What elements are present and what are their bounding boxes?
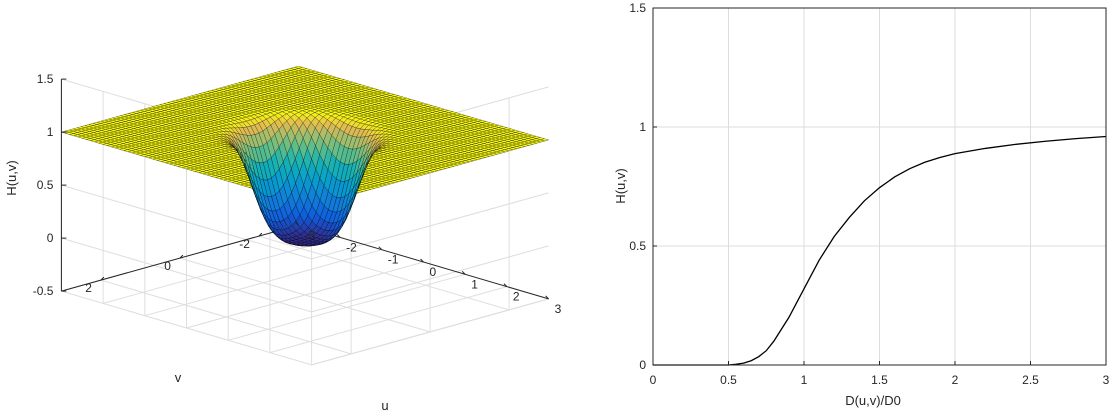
z-tick-label: 0.5	[37, 178, 54, 192]
z-tick-label: -0.5	[33, 284, 54, 298]
x-tick-label: 0	[650, 373, 657, 387]
u-tick-label: 3	[555, 302, 562, 316]
u-tick-mark	[461, 270, 466, 275]
z-tick-label: 1.5	[37, 72, 54, 86]
v-tick-label: -2	[239, 237, 250, 251]
z-axis-label: H(u,v)	[4, 160, 19, 195]
y-tick-label: 0	[639, 358, 646, 372]
u-tick-label: -3	[304, 228, 315, 242]
v-tick-mark	[258, 232, 263, 237]
y-tick-label: 1	[639, 120, 646, 134]
y-tick-label: 0.5	[629, 239, 646, 253]
line-plot-panel: 0 0.5 1 1.5 2 2.5 3 0 0.5 1 1.5 D(u,v)/D0 H(u,v)	[585, 0, 1115, 413]
grid-line	[179, 257, 431, 333]
surface-plot[interactable]: -0.5 0 0.5 1 1.5 -3 -2 -1 0 1 2 3 -2 0 2 H(u,v) u v	[0, 0, 585, 413]
u-tick-mark	[545, 295, 549, 300]
u-tick-mark	[378, 246, 383, 251]
u-tick-label: -1	[388, 253, 399, 267]
z-tick-label: 0	[47, 231, 54, 245]
z-tick-label: 1	[47, 125, 54, 139]
v-axis-label: v	[175, 370, 182, 385]
h-curve-line	[653, 135, 1107, 366]
y-axis-label: H(u,v)	[613, 168, 628, 203]
u-tick-mark	[420, 258, 424, 263]
u-tick-label: 0	[430, 265, 437, 279]
u-tick-mark	[503, 283, 508, 287]
surface-plot-panel: -0.5 0 0.5 1 1.5 -3 -2 -1 0 1 2 3 -2 0 2 H(u,v) u v	[0, 0, 585, 413]
grid-line	[61, 237, 549, 313]
line-plot[interactable]: 0 0.5 1 1.5 2 2.5 3 0 0.5 1 1.5 D(u,v)/D0 H(u,v)	[585, 0, 1115, 413]
grid-line	[61, 184, 549, 260]
x-tick-label: 1.5	[871, 373, 888, 387]
u-tick-mark	[336, 234, 341, 238]
grid-line	[61, 290, 549, 366]
u-tick-label: -2	[346, 240, 357, 254]
surface-patch	[539, 138, 550, 142]
x-tick-label: 3	[1103, 373, 1110, 387]
u-axis-label: u	[381, 398, 388, 413]
v-tick-mark	[100, 276, 105, 281]
u-tick-label: 2	[513, 290, 520, 304]
v-tick-mark	[179, 254, 184, 259]
plot-frame	[652, 7, 1107, 366]
grid-line	[258, 235, 510, 311]
v-tick-label: 0	[164, 259, 171, 273]
u-tick-mark	[295, 221, 299, 226]
x-tick-label: 2.5	[1022, 373, 1039, 387]
v-tick-label: 2	[85, 281, 92, 295]
grid-line	[100, 279, 352, 355]
u-tick-label: 1	[471, 277, 478, 291]
x-tick-label: 2	[952, 373, 959, 387]
x-tick-label: 0.5	[720, 373, 737, 387]
x-axis-label: D(u,v)/D0	[845, 393, 901, 408]
y-tick-label: 1.5	[629, 1, 646, 15]
x-tick-label: 1	[801, 373, 808, 387]
